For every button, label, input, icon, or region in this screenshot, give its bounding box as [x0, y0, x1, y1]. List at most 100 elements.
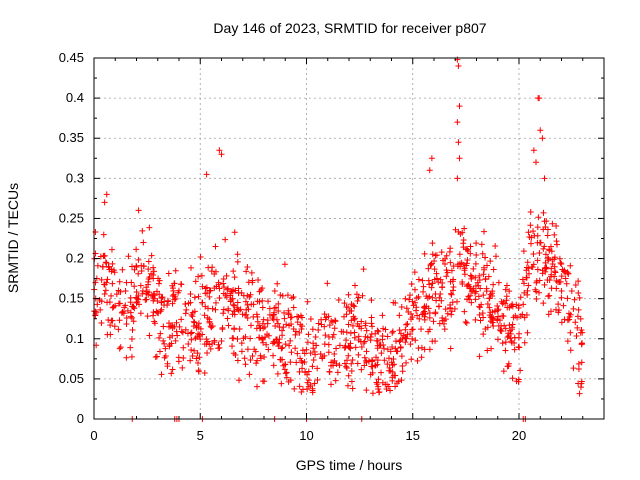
data-point	[444, 310, 451, 317]
data-point	[193, 322, 200, 329]
data-point	[502, 339, 509, 346]
data-point	[389, 362, 396, 369]
data-point	[367, 333, 374, 340]
data-point	[544, 226, 551, 233]
data-point	[220, 290, 227, 297]
data-point	[528, 240, 535, 247]
data-point	[534, 266, 541, 273]
data-point	[156, 334, 163, 341]
data-point	[533, 159, 539, 166]
data-point	[243, 268, 250, 275]
data-point	[448, 290, 455, 297]
data-point	[261, 354, 268, 361]
data-point	[427, 262, 434, 269]
data-point	[307, 350, 314, 357]
data-point	[109, 260, 116, 267]
data-point	[403, 305, 410, 312]
data-point	[231, 325, 238, 332]
data-point	[431, 266, 438, 273]
data-point	[430, 318, 437, 325]
data-point	[416, 315, 423, 322]
data-point	[282, 341, 289, 348]
data-point	[495, 313, 502, 320]
data-point	[523, 274, 530, 281]
data-point	[96, 296, 103, 303]
data-point	[553, 285, 560, 292]
data-point	[389, 328, 396, 335]
data-point	[208, 324, 215, 331]
data-point	[374, 357, 381, 364]
data-point	[331, 317, 338, 324]
data-point	[133, 299, 140, 306]
data-point	[398, 304, 405, 311]
data-point	[180, 354, 187, 361]
data-point	[328, 381, 335, 388]
data-point	[400, 332, 407, 339]
data-point	[160, 337, 167, 344]
x-tick-label: 20	[512, 428, 526, 443]
data-point	[432, 310, 439, 317]
data-point	[256, 322, 263, 329]
data-point	[108, 292, 115, 299]
data-point	[215, 341, 222, 348]
data-point	[516, 330, 523, 337]
data-point	[407, 292, 414, 299]
data-point	[347, 330, 354, 337]
data-point	[573, 333, 580, 340]
data-point	[377, 342, 384, 349]
data-point	[502, 347, 509, 354]
data-point	[470, 265, 477, 272]
data-point	[499, 312, 506, 319]
data-point	[156, 291, 163, 298]
data-point	[277, 356, 284, 363]
data-point	[259, 297, 266, 304]
data-point	[398, 377, 405, 384]
data-point	[310, 356, 317, 363]
data-point	[122, 287, 129, 294]
data-point	[336, 362, 343, 369]
data-point	[433, 252, 440, 259]
data-point	[530, 147, 537, 154]
data-point	[173, 328, 180, 335]
data-point	[487, 258, 494, 265]
data-point	[220, 306, 227, 313]
data-point	[441, 261, 448, 268]
data-point	[410, 302, 417, 309]
data-point	[199, 331, 206, 338]
data-point	[429, 251, 436, 258]
data-point	[346, 307, 353, 314]
data-point	[325, 341, 332, 348]
data-point	[98, 276, 105, 283]
data-point	[411, 269, 418, 276]
data-point	[129, 263, 136, 270]
data-point	[542, 223, 549, 230]
data-point	[341, 360, 348, 367]
data-point	[421, 250, 428, 257]
data-point	[561, 316, 568, 323]
data-point	[173, 319, 180, 326]
data-point	[435, 303, 442, 310]
data-point	[343, 337, 350, 344]
data-point	[208, 268, 215, 275]
data-point	[419, 311, 426, 318]
data-point	[238, 348, 245, 355]
data-point	[201, 312, 208, 319]
data-point	[300, 386, 307, 393]
data-point	[175, 289, 182, 296]
data-point	[249, 353, 256, 360]
data-point	[461, 271, 468, 278]
y-tick-label: 0	[77, 411, 84, 426]
data-point	[574, 324, 581, 331]
data-point	[355, 333, 362, 340]
data-point	[202, 303, 209, 310]
data-point	[575, 289, 582, 296]
data-point	[274, 280, 281, 287]
data-point	[447, 259, 454, 266]
data-point	[462, 319, 469, 326]
data-point	[278, 345, 285, 352]
data-point	[484, 347, 491, 354]
data-point	[276, 324, 283, 331]
data-point	[437, 276, 444, 283]
data-point	[425, 328, 432, 335]
data-point	[99, 263, 106, 270]
